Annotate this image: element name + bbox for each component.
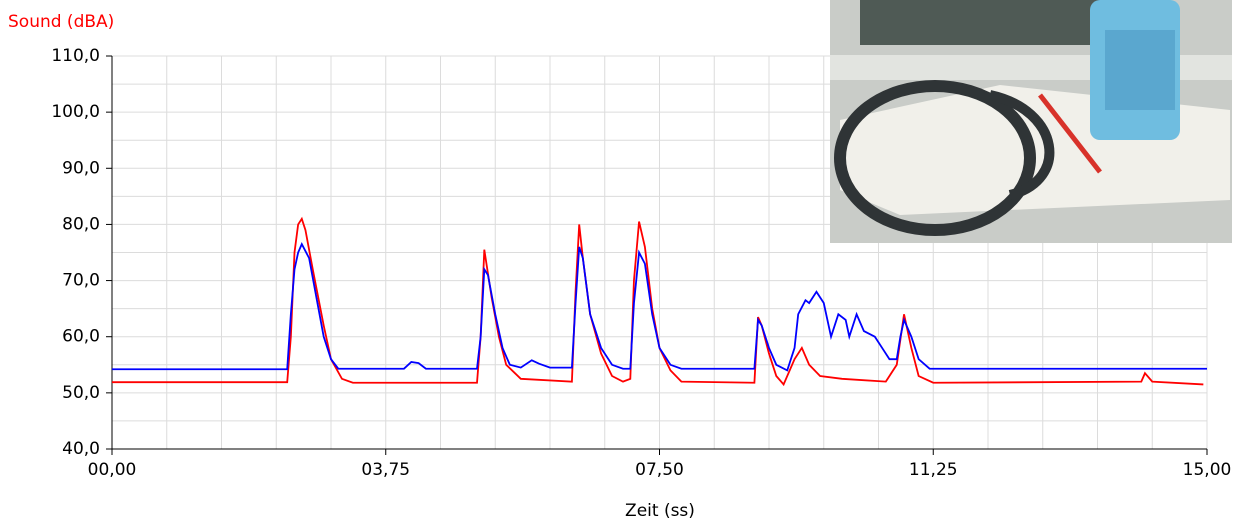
y-tick-label: 40,0 (62, 439, 100, 459)
photo-pencil (1038, 93, 1102, 174)
photo-window (860, 0, 1100, 45)
y-tick-label: 110,0 (51, 46, 100, 66)
photo-bottle-label (1105, 30, 1175, 110)
y-axis-label: Sound (dBA) (8, 12, 114, 32)
y-tick-label: 90,0 (62, 158, 100, 178)
x-tick-label: 15,00 (1183, 460, 1232, 480)
photo-stethoscope (834, 80, 1036, 236)
x-tick-label: 11,25 (909, 460, 958, 480)
x-axis-label: Zeit (ss) (625, 501, 695, 521)
y-tick-label: 50,0 (62, 383, 100, 403)
photo (830, 0, 1232, 243)
y-tick-label: 100,0 (51, 102, 100, 122)
x-tick-label: 03,75 (361, 460, 410, 480)
y-tick-label: 80,0 (62, 214, 100, 234)
y-tick-label: 60,0 (62, 327, 100, 347)
data-line (112, 241, 1207, 372)
data-line (112, 216, 1204, 387)
x-tick-label: 00,00 (88, 460, 137, 480)
y-tick-label: 70,0 (62, 271, 100, 291)
photo-stethoscope-tube (988, 90, 1055, 200)
x-tick-label: 07,50 (635, 460, 684, 480)
